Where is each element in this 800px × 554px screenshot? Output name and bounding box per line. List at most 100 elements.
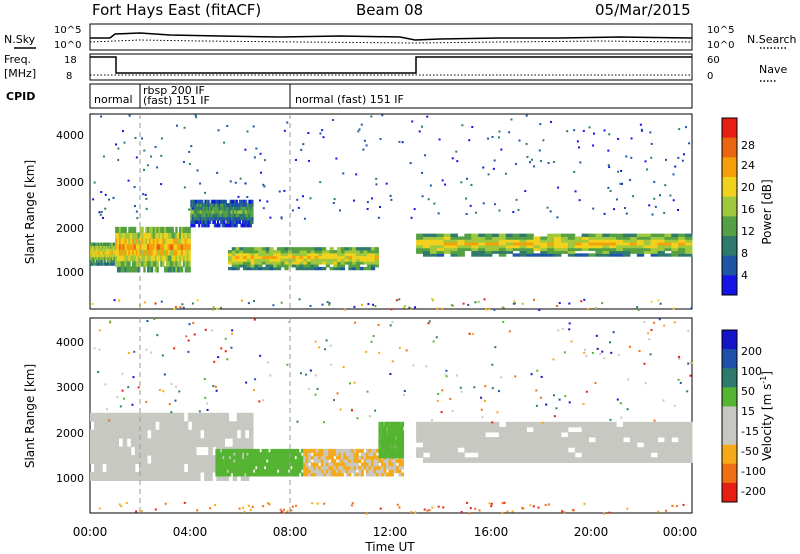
velocity-band-4-cell [629,421,638,428]
velocity-speckle-point [649,353,652,356]
power-band-2-cell [202,220,205,224]
velocity-band-0-cell [159,429,164,439]
power-band-3-cell [258,252,263,257]
power-band-0-cell [107,248,109,252]
power-speckle-point [413,208,416,211]
power-band-1-cell [118,255,122,262]
power-speckle-point [513,300,516,303]
power-band-1-cell [120,260,124,267]
power-band-0-cell [91,251,93,255]
velocity-band-1-cell [248,455,252,460]
power-band-3-cell [295,255,300,259]
velocity-band-0-cell [200,438,205,448]
power-band-4-cell [609,250,617,254]
power-colorbar-frame [721,117,738,296]
power-band-4-cell [526,239,534,243]
power-band-4-cell [560,247,569,252]
velocity-speckle-point [673,404,676,407]
power-band-1-cell [124,249,127,256]
power-speckle-point [366,208,369,211]
power-band-1-cell [179,238,182,245]
vel-cbar-tick-neg15: -15 [741,425,759,438]
velocity-band-4-cell [664,426,672,433]
velocity-band-0-cell [187,412,193,422]
power-band-3-cell [276,264,282,268]
power-band-1-cell [124,255,127,262]
velocity-band-1-cell [257,455,260,460]
velocity-band-1-cell [228,452,232,457]
power-band-0-cell [107,262,109,266]
velocity-speckle-point [314,374,317,377]
velocity-band-2-cell [383,469,387,474]
power-band-1-cell [158,255,161,262]
power-band-2-cell [226,223,229,228]
velocity-band-3-cell [382,453,384,459]
velocity-speckle-point [403,393,406,396]
velocity-band-3-cell [389,444,391,450]
power-band-4-cell [436,247,445,252]
power-band-3-cell [243,247,248,251]
velocity-band-3-cell [383,444,385,450]
power-band-1-cell [173,243,176,250]
power-band-0-cell [93,259,95,263]
power-band-3-cell [348,266,353,271]
velocity-speckle-point [214,385,217,388]
velocity-band-1-cell [224,469,227,474]
power-band-2-cell [224,199,227,204]
velocity-speckle-point [608,511,611,514]
velocity-band-3-cell [396,448,398,454]
velocity-band-2-cell [323,472,327,477]
velocity-band-4-cell [629,452,638,458]
velocity-band-2-cell [360,452,364,457]
power-band-2-cell [198,213,201,218]
velocity-band-2-cell [388,472,392,477]
power-band-0-cell [94,253,96,258]
velocity-band-1-cell [222,459,225,463]
velocity-band-1-cell [232,455,236,460]
power-band-1-cell [148,255,152,262]
velocity-band-2-cell [313,472,317,477]
velocity-band-0-cell [94,438,99,448]
velocity-band-1-cell [261,459,265,463]
power-band-2-cell [190,216,193,221]
power-band-2-cell [190,213,193,218]
power-band-0-cell [96,253,98,258]
power-band-2-cell [237,203,240,208]
power-speckle-point [539,123,542,126]
power-band-2-cell [226,206,229,211]
power-cbar-tick-8: 8 [741,247,748,260]
power-band-0-cell [103,245,105,249]
velocity-band-1-cell [285,469,289,474]
power-band-1-cell [135,238,139,245]
velocity-band-2-cell [323,469,327,474]
velocity-band-2-cell [373,472,377,477]
power-band-1-cell [116,249,120,256]
velocity-band-1-cell [279,469,282,474]
power-speckle-point [216,171,219,174]
velocity-speckle-point [544,503,547,506]
velocity-band-2-cell [385,472,389,477]
power-band-0-cell [103,256,105,261]
power-band-1-cell [133,232,137,239]
velocity-band-4-cell [464,457,472,463]
velocity-speckle-point [118,503,121,506]
velocity-band-4-cell [616,431,624,438]
velocity-band-3-cell [397,439,399,445]
power-band-0-cell [91,242,93,246]
power-band-1-cell [118,260,122,267]
velocity-band-3-cell [389,453,391,459]
power-speckle-point [674,165,677,168]
power-band-4-cell [609,242,617,246]
power-band-1-cell [186,232,189,239]
power-band-4-cell [588,236,596,240]
power-speckle-point [654,205,657,208]
power-band-3-cell [329,266,334,271]
power-band-0-cell [90,256,92,261]
velocity-band-3-cell [400,448,402,454]
velocity-band-1-cell [222,448,225,453]
power-band-0-cell [106,242,109,246]
power-cbar-tick-4: 4 [741,269,748,282]
velocity-band-0-cell [110,429,115,439]
power-speckle-point [601,302,604,305]
power-band-3-cell [325,261,331,265]
